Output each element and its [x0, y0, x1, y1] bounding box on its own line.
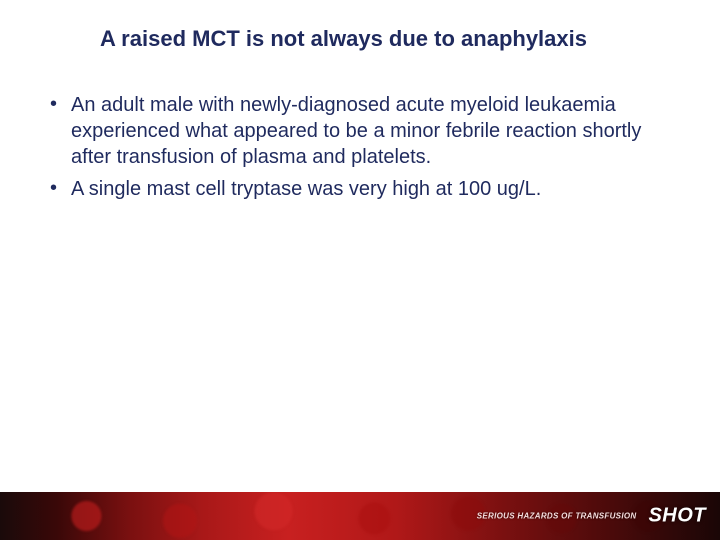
bullet-text: A single mast cell tryptase was very hig…	[71, 176, 541, 202]
slide-title: A raised MCT is not always due to anaphy…	[100, 26, 660, 52]
slide-container: A raised MCT is not always due to anaphy…	[0, 0, 720, 540]
footer-tagline: SERIOUS HAZARDS OF TRANSFUSION	[477, 512, 637, 521]
footer-logo: SHOT	[648, 505, 706, 528]
bullet-marker-icon: •	[50, 176, 57, 200]
bullet-item: • A single mast cell tryptase was very h…	[50, 176, 660, 202]
footer-right-group: SERIOUS HAZARDS OF TRANSFUSION SHOT	[477, 505, 706, 528]
slide-content: • An adult male with newly-diagnosed acu…	[50, 92, 660, 208]
footer-band: SERIOUS HAZARDS OF TRANSFUSION SHOT	[0, 492, 720, 540]
bullet-text: An adult male with newly-diagnosed acute…	[71, 92, 660, 170]
bullet-item: • An adult male with newly-diagnosed acu…	[50, 92, 660, 170]
bullet-marker-icon: •	[50, 92, 57, 116]
